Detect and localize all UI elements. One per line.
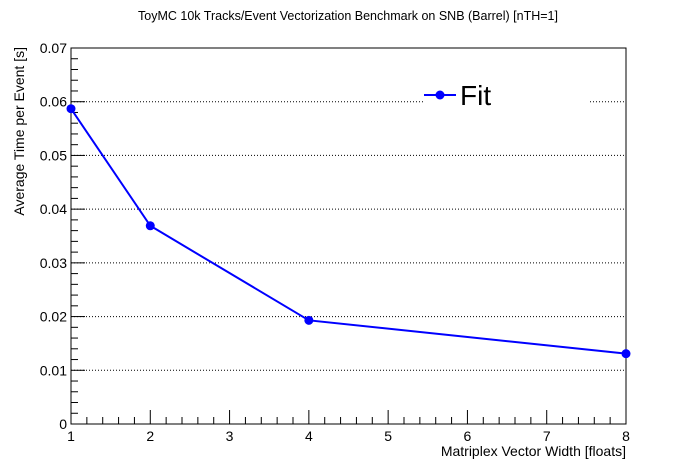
data-point <box>304 315 314 325</box>
legend-label: Fit <box>460 80 491 111</box>
x-tick-label: 2 <box>146 428 154 444</box>
chart-title: ToyMC 10k Tracks/Event Vectorization Ben… <box>138 9 558 23</box>
x-axis-label: Matriplex Vector Width [floats] <box>441 443 626 459</box>
y-axis-label: Average Time per Event [s] <box>11 47 27 216</box>
plot-frame <box>70 47 627 425</box>
y-tick-label: 0.01 <box>40 362 67 378</box>
x-tick-label: 4 <box>305 428 313 444</box>
data-point <box>145 221 155 231</box>
y-tick-label: 0 <box>59 416 67 432</box>
y-tick-label: 0.06 <box>40 94 67 110</box>
series-line <box>70 108 627 355</box>
legend-marker <box>435 90 445 100</box>
y-tick-label: 0.05 <box>40 147 67 163</box>
data-point <box>621 349 631 359</box>
x-tick-label: 3 <box>226 428 234 444</box>
y-tick-label: 0.04 <box>40 201 67 217</box>
x-tick-label: 1 <box>67 428 75 444</box>
y-tick-label: 0.03 <box>40 255 67 271</box>
grid <box>71 101 626 371</box>
x-tick-label: 5 <box>384 428 392 444</box>
y-tick-label: 0.07 <box>40 40 67 56</box>
x-tick-label: 8 <box>622 428 630 444</box>
data-point <box>66 104 76 114</box>
y-tick-label: 0.02 <box>40 309 67 325</box>
series <box>66 104 631 359</box>
ticks <box>70 47 627 425</box>
legend: Fit <box>424 80 491 111</box>
x-tick-label: 6 <box>464 428 472 444</box>
tick-labels: 0 0.01 0.02 0.03 0.04 0.05 0.06 0.07 1 2 3 4 5 6 7 8 <box>40 40 630 444</box>
x-tick-label: 7 <box>543 428 551 444</box>
